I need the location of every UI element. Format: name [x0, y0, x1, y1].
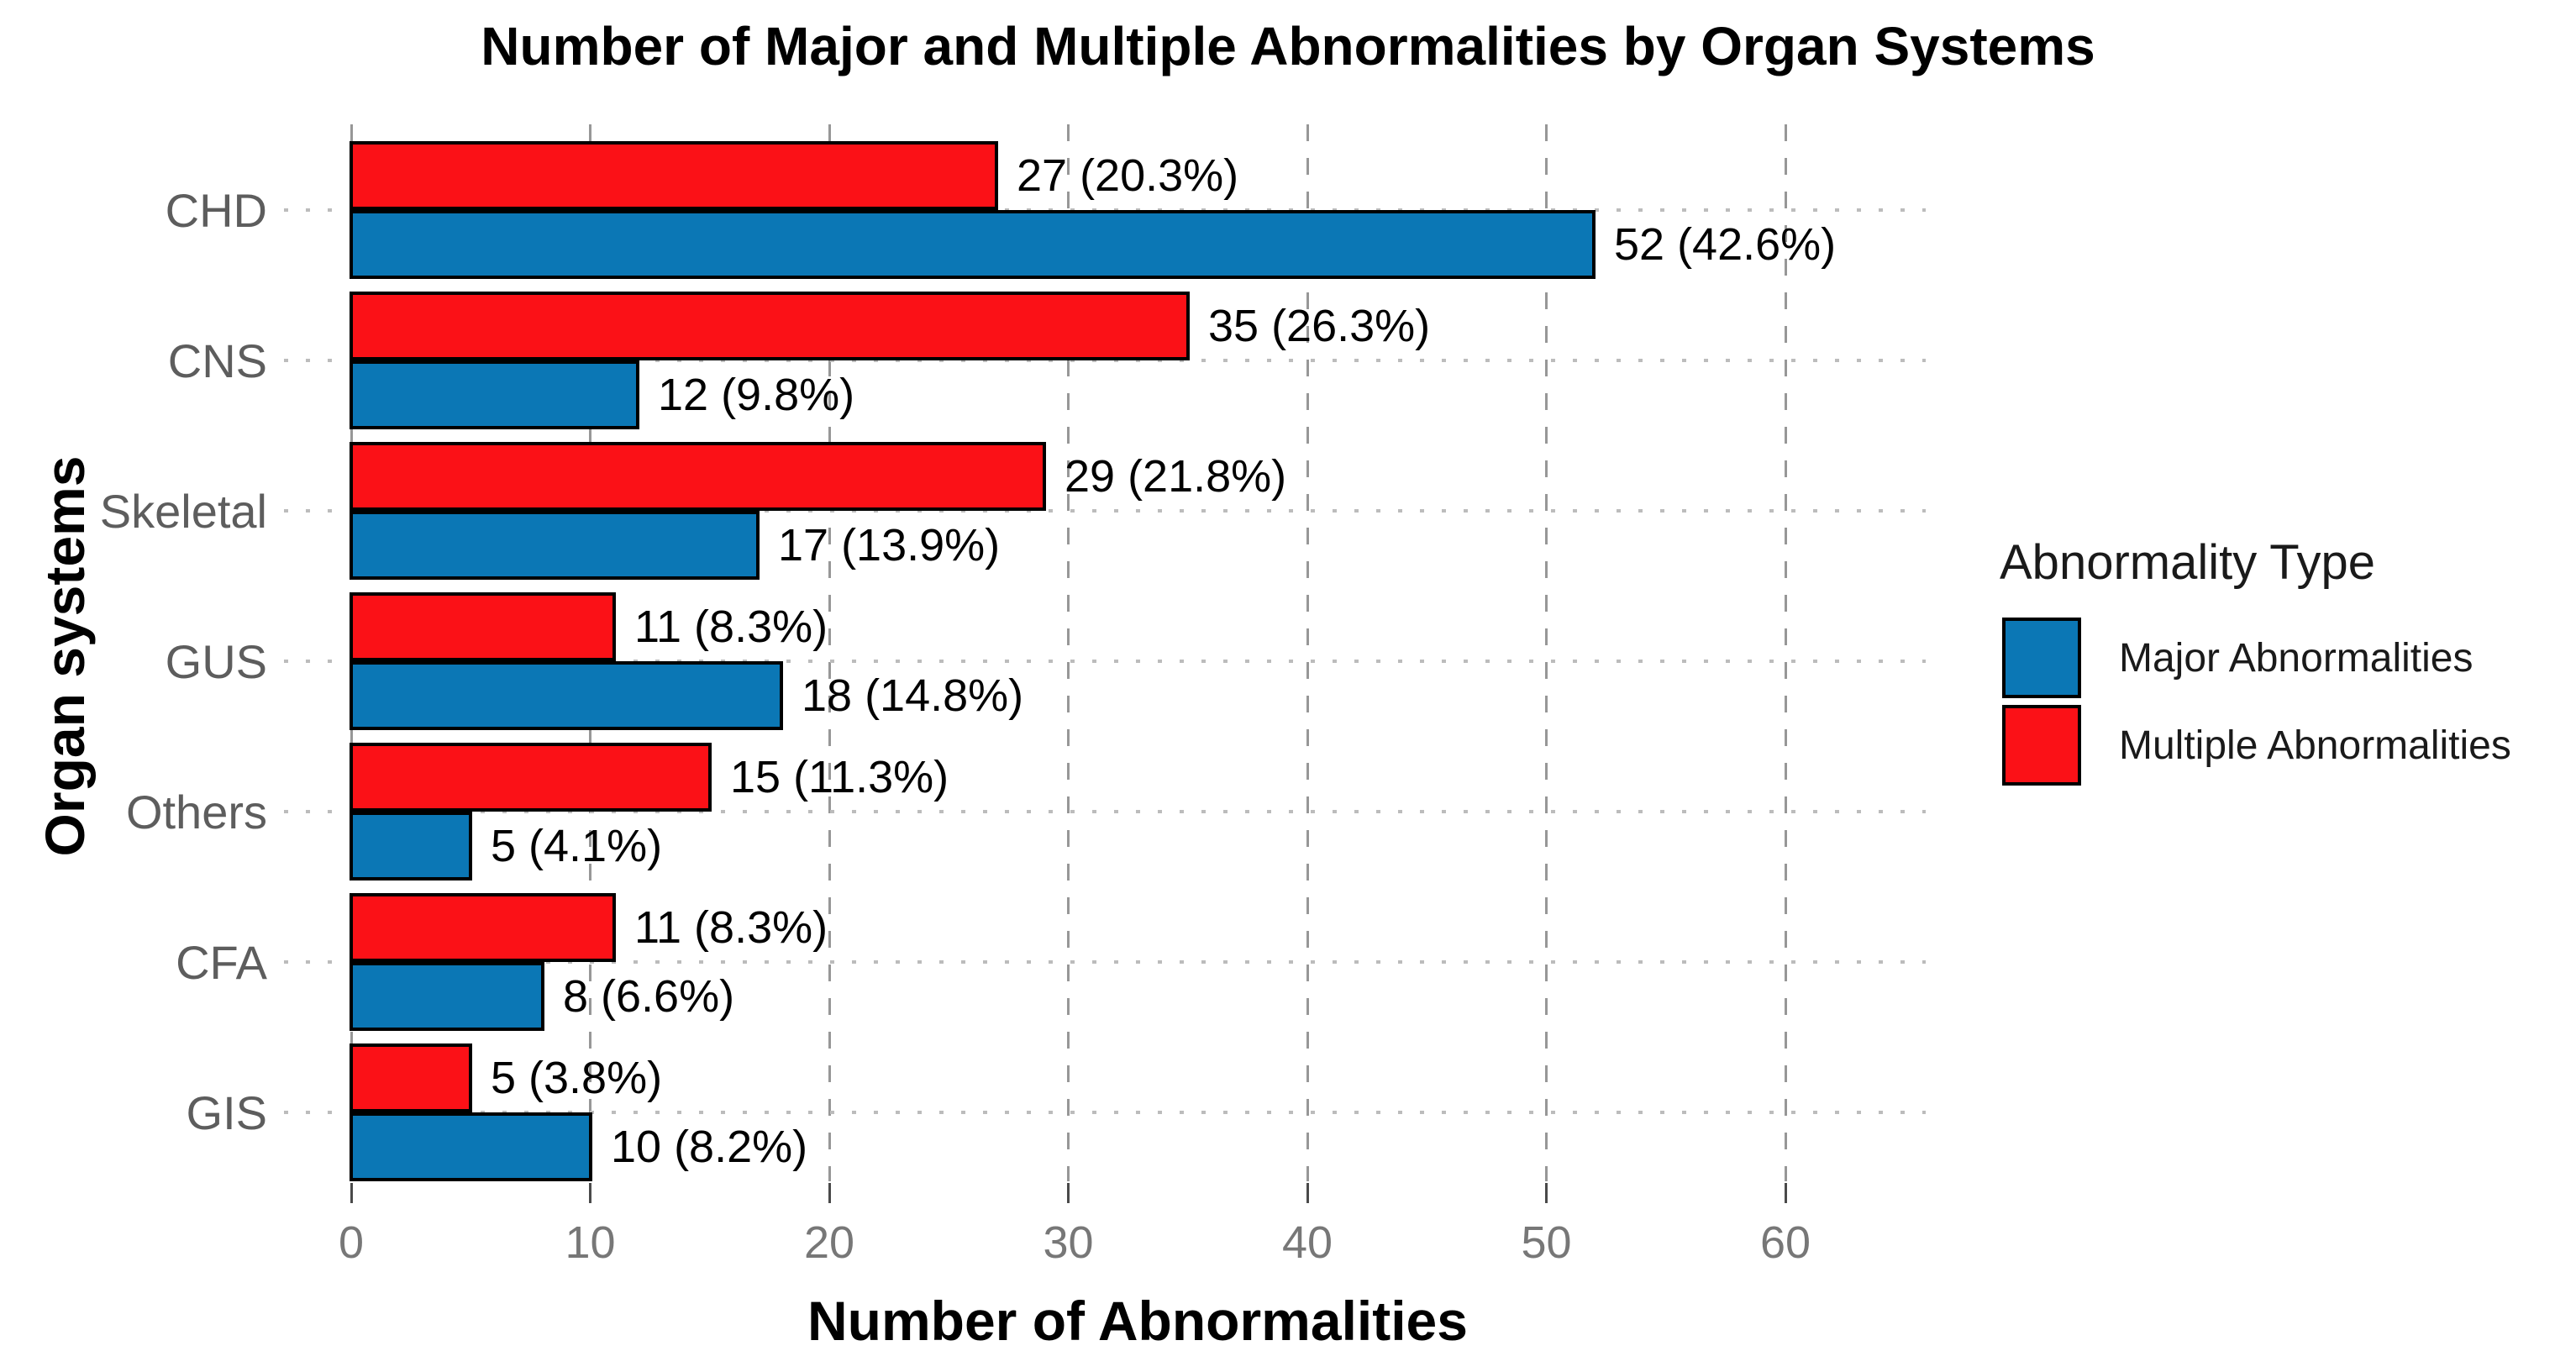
x-tick-mark-50	[1545, 1183, 1548, 1203]
bar-label-major-skeletal: 17 (13.9%)	[778, 520, 1001, 570]
bar-major-cfa	[350, 962, 544, 1031]
bar-major-chd	[350, 210, 1596, 279]
chart-title: Number of Major and Multiple Abnormaliti…	[481, 16, 2095, 76]
y-tick-label-others: Others	[125, 785, 267, 838]
x-gridline-30	[1067, 124, 1070, 1181]
bar-label-multiple-others: 15 (11.3%)	[730, 752, 949, 802]
x-tick-mark-30	[1067, 1183, 1070, 1203]
bar-multiple-chd	[350, 141, 998, 210]
y-tick-label-cfa: CFA	[176, 935, 267, 989]
legend: Abnormality Type Major Abnormalities Mul…	[2000, 534, 2571, 786]
bar-label-major-gis: 10 (8.2%)	[611, 1122, 808, 1172]
bar-label-multiple-skeletal: 29 (21.8%)	[1065, 451, 1287, 502]
x-gridline-60	[1784, 124, 1787, 1181]
row-guide-gis	[284, 1111, 1926, 1114]
x-tick-mark-40	[1306, 1183, 1309, 1203]
bar-major-gus	[350, 661, 783, 730]
x-axis-title: Number of Abnormalities	[807, 1290, 1468, 1352]
row-guide-gus	[284, 660, 1926, 663]
y-tick-label-chd: CHD	[165, 183, 267, 237]
x-tick-label-40: 40	[1281, 1217, 1333, 1268]
bar-multiple-others	[350, 743, 712, 812]
x-tick-label-20: 20	[803, 1217, 855, 1268]
x-tick-mark-10	[589, 1183, 591, 1203]
row-guide-skeletal	[284, 509, 1926, 513]
legend-label-multiple-abnormalities: Multiple Abnormalities	[2119, 723, 2511, 768]
bar-major-others	[350, 812, 472, 880]
bar-label-multiple-gis: 5 (3.8%)	[491, 1053, 663, 1103]
bar-label-major-others: 5 (4.1%)	[491, 821, 663, 871]
x-tick-label-30: 30	[1043, 1217, 1094, 1268]
x-tick-mark-60	[1784, 1183, 1787, 1203]
bar-label-multiple-gus: 11 (8.3%)	[634, 602, 828, 652]
legend-label-major-abnormalities: Major Abnormalities	[2119, 635, 2473, 681]
bar-multiple-cfa	[350, 893, 616, 962]
bar-label-multiple-cns: 35 (26.3%)	[1208, 301, 1431, 351]
x-tick-label-0: 0	[338, 1217, 365, 1268]
y-tick-label-skeletal: Skeletal	[99, 484, 267, 538]
x-tick-mark-0	[350, 1183, 353, 1203]
bar-label-multiple-cfa: 11 (8.3%)	[634, 902, 828, 953]
bar-major-skeletal	[350, 511, 760, 580]
legend-swatch-major-abnormalities	[2002, 618, 2081, 698]
y-tick-label-cns: CNS	[167, 334, 267, 387]
x-gridline-20	[828, 124, 831, 1181]
x-tick-label-10: 10	[565, 1217, 616, 1268]
legend-title: Abnormality Type	[2000, 535, 2376, 590]
bar-label-major-cfa: 8 (6.6%)	[563, 971, 735, 1022]
x-gridline-50	[1545, 124, 1548, 1181]
x-gridline-40	[1306, 124, 1309, 1181]
bar-multiple-cns	[350, 292, 1190, 360]
bar-label-major-gus: 18 (14.8%)	[802, 670, 1024, 721]
bar-label-major-cns: 12 (9.8%)	[658, 370, 855, 420]
bar-multiple-gis	[350, 1043, 472, 1112]
bar-major-cns	[350, 360, 639, 429]
x-tick-label-50: 50	[1521, 1217, 1572, 1268]
row-guide-cns	[284, 359, 1926, 362]
row-guide-others	[284, 810, 1926, 813]
row-guide-cfa	[284, 960, 1926, 964]
bar-major-gis	[350, 1112, 592, 1181]
x-tick-mark-20	[828, 1183, 831, 1203]
y-tick-label-gus: GUS	[165, 634, 267, 688]
x-tick-label-60: 60	[1759, 1217, 1811, 1268]
bar-label-major-chd: 52 (42.6%)	[1614, 219, 1837, 270]
bar-multiple-gus	[350, 592, 616, 661]
bar-multiple-skeletal	[350, 442, 1046, 511]
y-tick-label-gis: GIS	[186, 1086, 267, 1139]
bar-label-multiple-chd: 27 (20.3%)	[1017, 150, 1239, 201]
legend-swatch-multiple-abnormalities	[2002, 705, 2081, 786]
